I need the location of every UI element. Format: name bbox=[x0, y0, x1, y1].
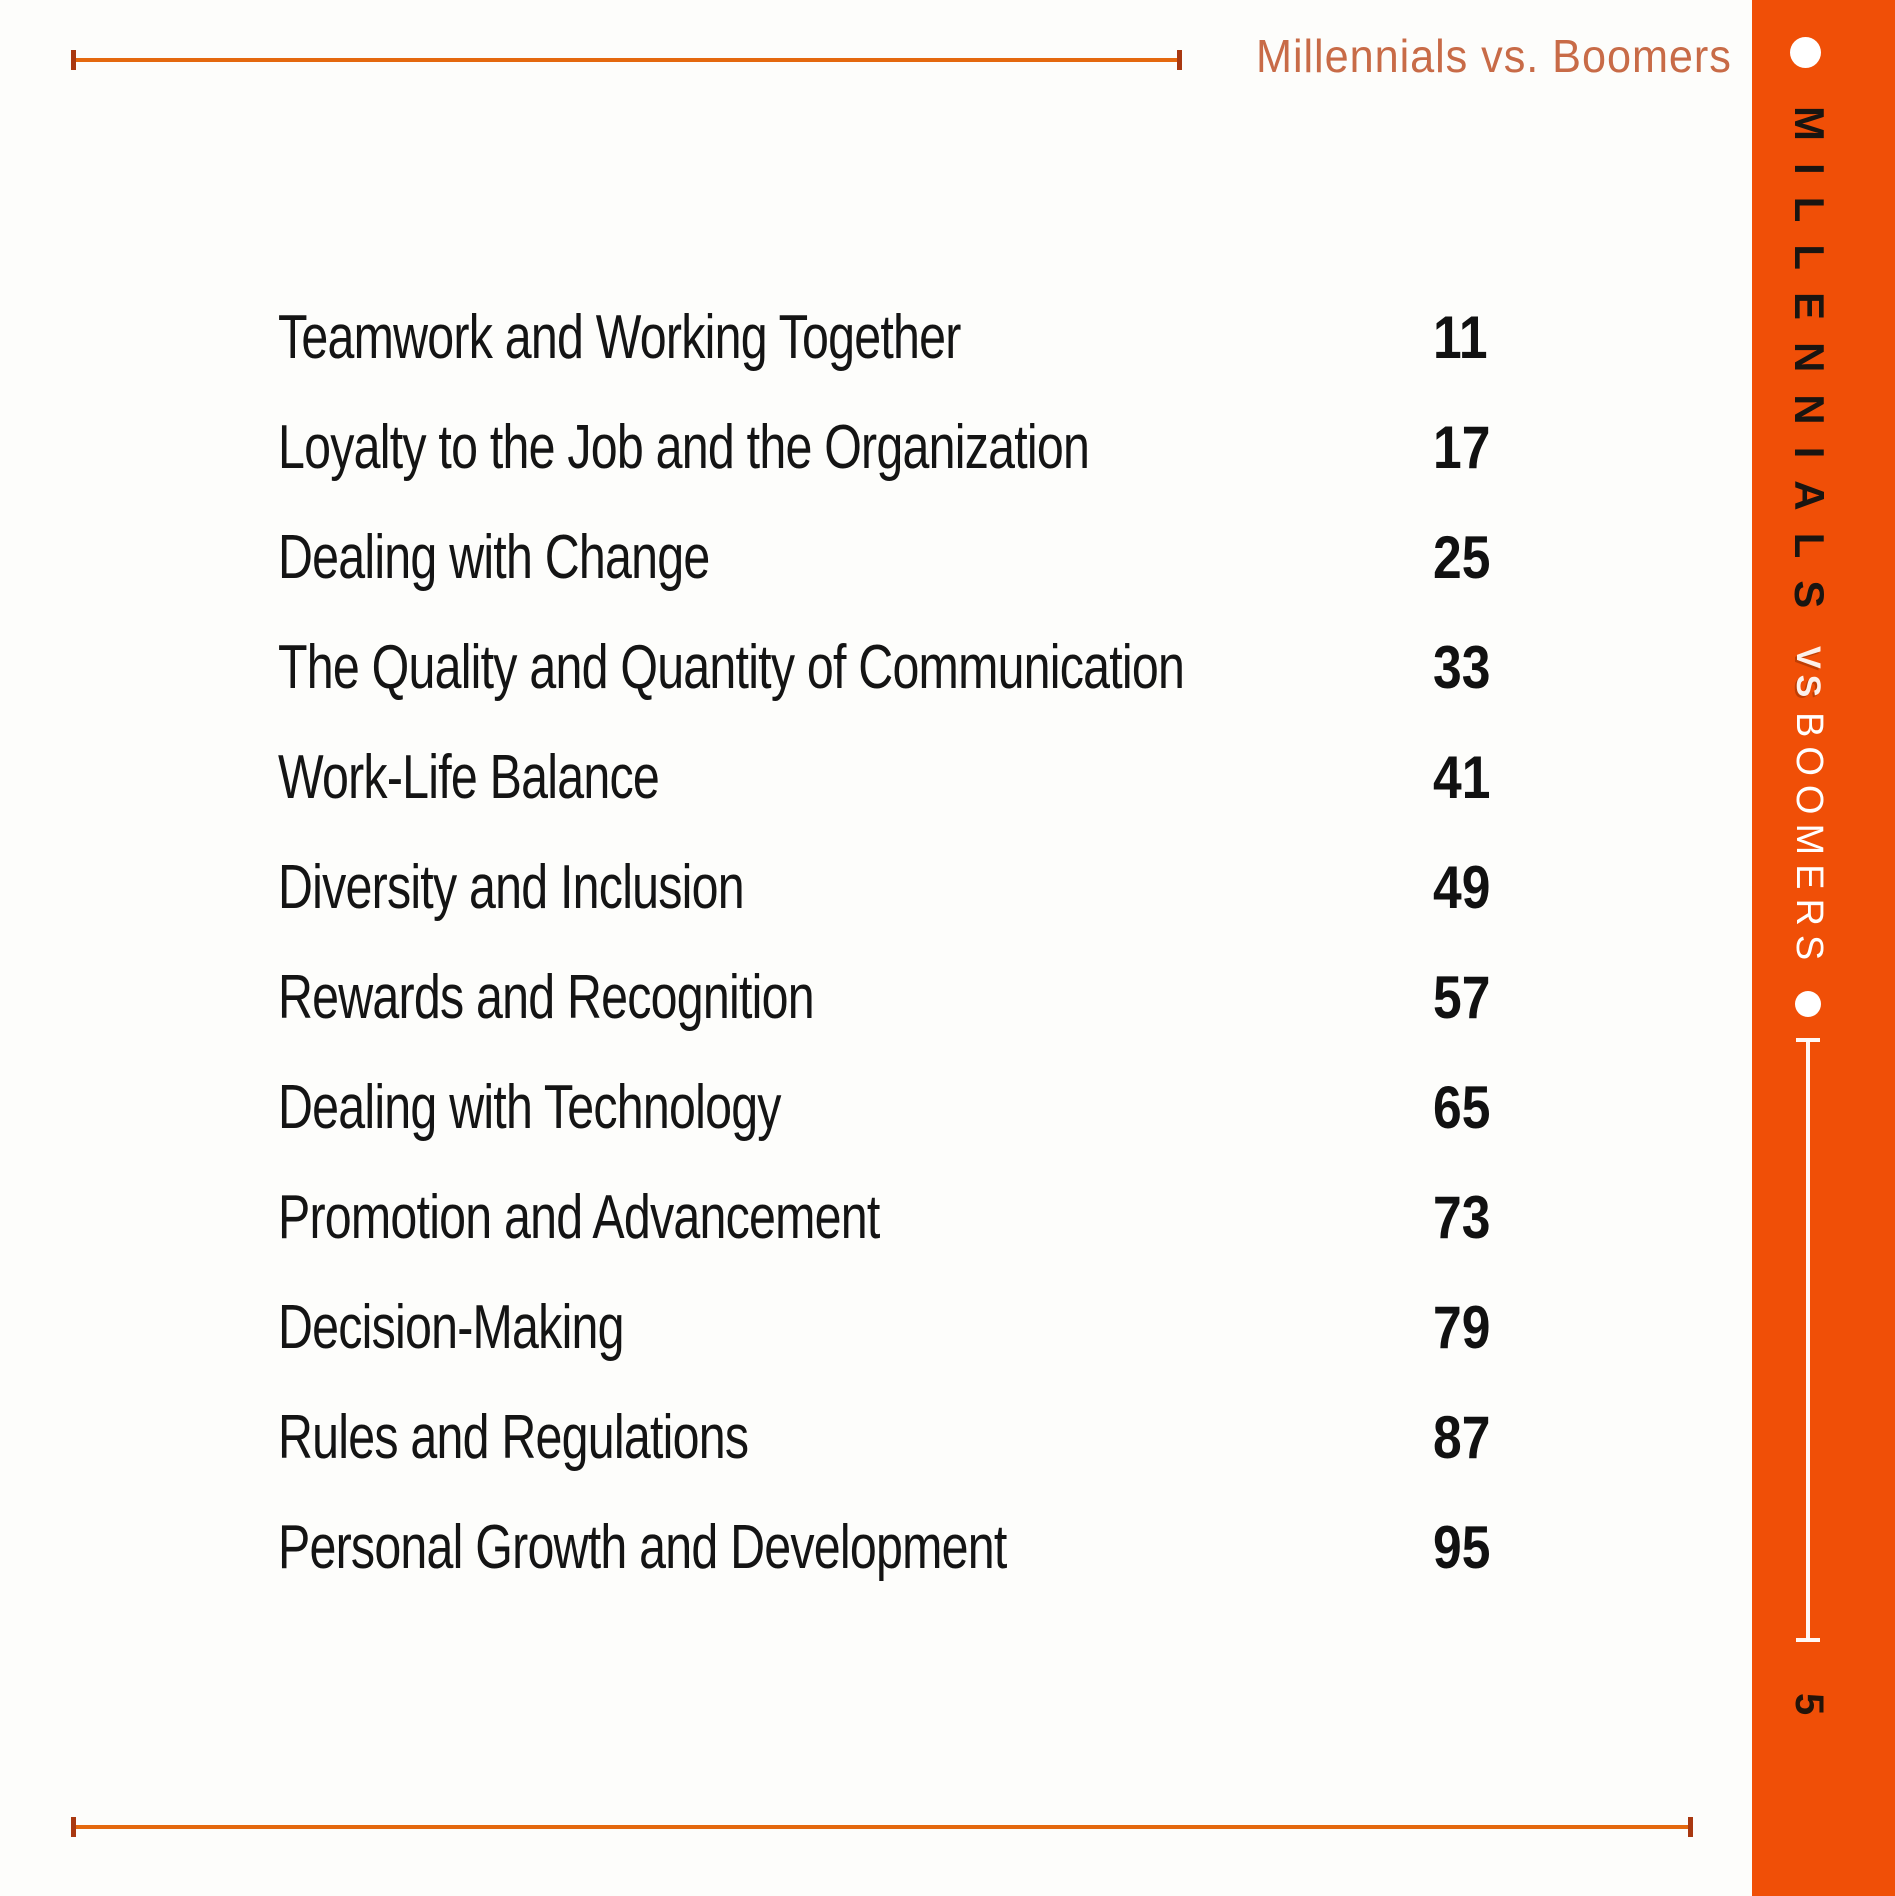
spine-title-millennials: MILLENNIALS bbox=[1786, 106, 1833, 631]
toc-entry-page-number: 33 bbox=[1433, 634, 1491, 701]
toc-row: Rules and Regulations 87 bbox=[278, 1383, 1538, 1493]
toc-entry-page-number: 57 bbox=[1433, 964, 1491, 1031]
toc-entry-page-number: 87 bbox=[1433, 1404, 1491, 1471]
toc-entry-page-number: 49 bbox=[1433, 854, 1491, 921]
spine-title-vs: VS bbox=[1789, 646, 1827, 704]
toc-row: Promotion and Advancement 73 bbox=[278, 1163, 1538, 1273]
spine-vertical-rule bbox=[1796, 1038, 1820, 1642]
toc-entry-page-number: 95 bbox=[1433, 1514, 1491, 1581]
toc-entry-page-number: 79 bbox=[1433, 1294, 1491, 1361]
running-title: Millennials vs. Boomers bbox=[1256, 30, 1732, 82]
toc-entry-title: Teamwork and Working Together bbox=[278, 303, 961, 372]
toc-row: Rewards and Recognition 57 bbox=[278, 943, 1538, 1053]
toc-entry-page-number: 65 bbox=[1433, 1074, 1491, 1141]
toc-entry-title: Rules and Regulations bbox=[278, 1403, 749, 1472]
toc-entry-page-number: 41 bbox=[1433, 744, 1491, 811]
toc-row: Teamwork and Working Together 11 bbox=[278, 283, 1538, 393]
toc-entry-title: Decision-Making bbox=[278, 1293, 625, 1362]
toc-row: Decision-Making 79 bbox=[278, 1273, 1538, 1383]
toc-row: The Quality and Quantity of Communicatio… bbox=[278, 613, 1538, 723]
toc-row: Dealing with Technology 65 bbox=[278, 1053, 1538, 1163]
toc-row: Diversity and Inclusion 49 bbox=[278, 833, 1538, 943]
spine-dot-bottom-icon bbox=[1795, 991, 1821, 1017]
toc-entry-page-number: 11 bbox=[1433, 304, 1488, 371]
toc-entry-page-number: 73 bbox=[1433, 1184, 1491, 1251]
toc-list: Teamwork and Working Together 11 Loyalty t… bbox=[278, 283, 1538, 1603]
toc-entry-title: Promotion and Advancement bbox=[278, 1183, 880, 1252]
toc-entry-title: Rewards and Recognition bbox=[278, 963, 815, 1032]
toc-row: Work-Life Balance 41 bbox=[278, 723, 1538, 833]
spine-page-number: 5 bbox=[1787, 1693, 1831, 1716]
bottom-rule bbox=[71, 1817, 1693, 1837]
spine-dot-top-icon bbox=[1790, 37, 1821, 68]
toc-entry-title: Personal Growth and Development bbox=[278, 1513, 1007, 1582]
toc-entry-title: The Quality and Quantity of Communicatio… bbox=[278, 633, 1185, 702]
toc-row: Loyalty to the Job and the Organization 1… bbox=[278, 393, 1538, 503]
toc-entry-title: Dealing with Change bbox=[278, 523, 710, 592]
toc-entry-title: Loyalty to the Job and the Organization bbox=[278, 413, 1090, 482]
top-rule bbox=[71, 50, 1182, 70]
spine-title-boomers: BOOMERS bbox=[1788, 712, 1830, 970]
toc-entry-title: Dealing with Technology bbox=[278, 1073, 781, 1142]
toc-row: Personal Growth and Development 95 bbox=[278, 1493, 1538, 1603]
toc-entry-page-number: 25 bbox=[1433, 524, 1491, 591]
toc-entry-title: Work-Life Balance bbox=[278, 743, 660, 812]
sidebar-spine: MILLENNIALS VS BOOMERS 5 bbox=[1752, 0, 1895, 1896]
toc-entry-title: Diversity and Inclusion bbox=[278, 853, 745, 922]
toc-entry-page-number: 17 bbox=[1433, 414, 1491, 481]
toc-row: Dealing with Change 25 bbox=[278, 503, 1538, 613]
